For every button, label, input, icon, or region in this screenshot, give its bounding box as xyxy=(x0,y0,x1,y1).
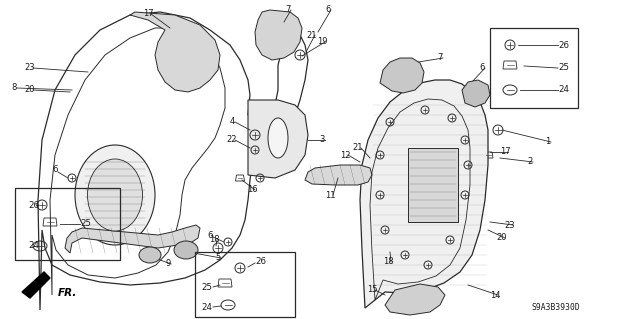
Text: 26: 26 xyxy=(558,41,569,49)
Polygon shape xyxy=(385,284,445,315)
Text: 7: 7 xyxy=(437,54,443,63)
Ellipse shape xyxy=(139,247,161,263)
Text: 24: 24 xyxy=(558,85,569,94)
Text: FR.: FR. xyxy=(58,288,77,298)
Text: 9: 9 xyxy=(165,259,171,269)
Bar xyxy=(490,28,578,108)
Text: 8: 8 xyxy=(12,84,17,93)
Polygon shape xyxy=(408,148,458,222)
Text: 24: 24 xyxy=(201,302,212,311)
Text: 25: 25 xyxy=(201,283,212,292)
Text: 12: 12 xyxy=(340,151,350,160)
Text: 20: 20 xyxy=(497,234,508,242)
Text: 17: 17 xyxy=(143,10,154,19)
Text: 20: 20 xyxy=(25,85,35,94)
Text: 18: 18 xyxy=(209,235,220,244)
Text: 25: 25 xyxy=(558,63,569,72)
Bar xyxy=(15,188,120,260)
Text: 7: 7 xyxy=(285,5,291,14)
Text: 25: 25 xyxy=(80,219,91,228)
Text: 19: 19 xyxy=(317,38,327,47)
Text: 16: 16 xyxy=(246,186,257,195)
Text: 6: 6 xyxy=(325,5,331,14)
Text: 23: 23 xyxy=(505,220,515,229)
Polygon shape xyxy=(305,165,372,185)
Ellipse shape xyxy=(174,241,198,259)
Polygon shape xyxy=(130,12,220,92)
Polygon shape xyxy=(360,80,488,308)
Text: 17: 17 xyxy=(500,147,510,157)
Text: 1: 1 xyxy=(545,137,550,146)
Polygon shape xyxy=(248,100,308,178)
Text: 11: 11 xyxy=(324,190,335,199)
Text: 6: 6 xyxy=(207,231,212,240)
Text: 22: 22 xyxy=(227,136,237,145)
Text: 21: 21 xyxy=(353,144,364,152)
Polygon shape xyxy=(380,58,424,93)
Polygon shape xyxy=(22,272,50,298)
Polygon shape xyxy=(65,225,200,253)
Text: 23: 23 xyxy=(25,63,35,72)
Text: 6: 6 xyxy=(52,166,58,174)
Text: 26: 26 xyxy=(28,201,39,210)
Text: 2: 2 xyxy=(527,158,532,167)
Text: 21: 21 xyxy=(307,31,317,40)
Bar xyxy=(195,252,295,317)
Text: S9A3B3930D: S9A3B3930D xyxy=(531,303,580,312)
Polygon shape xyxy=(255,10,302,60)
Text: 5: 5 xyxy=(216,254,221,263)
Text: 3: 3 xyxy=(319,136,324,145)
Ellipse shape xyxy=(268,118,288,158)
Text: 4: 4 xyxy=(229,117,235,127)
Polygon shape xyxy=(462,80,490,107)
Text: 24: 24 xyxy=(28,241,39,250)
Text: 6: 6 xyxy=(479,63,484,72)
Text: 14: 14 xyxy=(490,291,500,300)
Text: 18: 18 xyxy=(383,257,394,266)
Text: 15: 15 xyxy=(367,286,377,294)
Ellipse shape xyxy=(75,145,155,245)
Ellipse shape xyxy=(88,159,143,231)
Text: 26: 26 xyxy=(255,257,266,266)
